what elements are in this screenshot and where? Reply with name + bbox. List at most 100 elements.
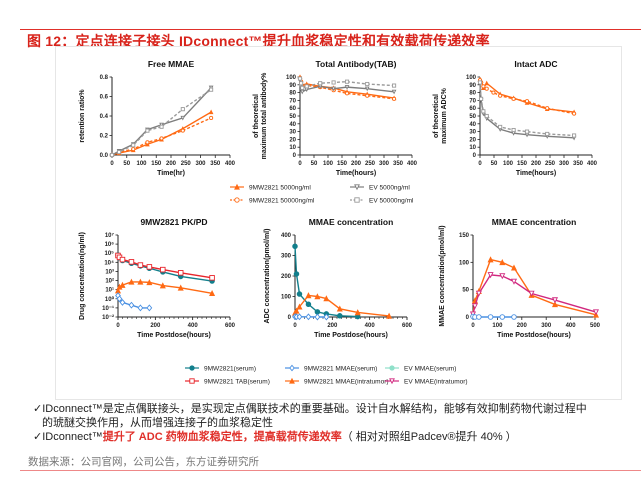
series-ev-50000ng-ml <box>477 80 577 138</box>
chart-title: 9MW2821 PK/PD <box>140 217 207 227</box>
data-point <box>391 89 397 95</box>
data-point <box>545 131 550 136</box>
legend-label: EV 5000ng/ml <box>369 185 410 192</box>
y-tick-label: 50 <box>462 288 469 294</box>
y-tick-label: 0 <box>293 153 297 159</box>
chart-mmae-concentration: MMAE concentration 0 50 100 150 0 100 200 300 400… <box>430 213 605 348</box>
x-tick-label: 200 <box>327 323 338 329</box>
legend-label: EV MMAE(serum) <box>404 366 456 373</box>
data-point <box>119 298 126 306</box>
series-line <box>479 78 575 113</box>
x-tick-label: 150 <box>337 161 348 167</box>
data-point <box>481 109 486 114</box>
series-ev-50000ng-ml <box>297 76 397 90</box>
x-tick-label: 0 <box>293 323 297 329</box>
legend-marker <box>389 365 395 371</box>
figure-frame <box>55 46 622 400</box>
data-point <box>331 80 336 85</box>
data-point <box>296 303 303 310</box>
y-tick-label: 30 <box>289 130 296 136</box>
legend-label: 9MW2821 MMAE(intratumor) <box>304 379 389 386</box>
legend-label: 9MW2821 TAB(serum) <box>204 379 270 386</box>
legend-marker <box>389 378 395 385</box>
data-point <box>323 295 330 302</box>
y-tick-label: 10⁶ <box>105 242 115 248</box>
legend-bottom: 9MW2821(serum) 9MW2821 MMAE(serum) EV MMAE… <box>185 363 505 398</box>
legend-item: 9MW2821 TAB(serum) <box>185 378 270 386</box>
x-tick-label: 300 <box>195 161 206 167</box>
data-point <box>487 272 494 279</box>
data-point <box>499 314 506 320</box>
x-tick-label: 100 <box>136 161 147 167</box>
bullet-1-cont: 的琥醚交换作用，从而增强连接子的血浆稳定性 <box>33 416 633 430</box>
data-point <box>344 79 350 84</box>
x-tick-label: 0 <box>110 161 114 167</box>
y-tick-label: 60 <box>469 106 476 112</box>
x-axis-label: Time(hours) <box>336 170 376 177</box>
data-point <box>511 96 516 101</box>
x-tick-label: 0 <box>116 323 120 329</box>
y-tick-label: 80 <box>289 91 296 97</box>
data-point <box>116 295 123 303</box>
x-tick-label: 400 <box>587 161 598 167</box>
data-point <box>146 279 153 286</box>
series-9mw2821-mmae-serum- <box>115 292 153 312</box>
y-tick-label: 80 <box>469 91 476 97</box>
x-tick-label: 300 <box>559 161 570 167</box>
data-point <box>572 133 577 138</box>
y-axis-label: of theoretical <box>253 94 260 138</box>
legend-marker <box>189 378 195 384</box>
bullet-1: ✓IDconnect™是定点偶联接头，是实现定点偶联技术的重要基础。设计自水解结… <box>33 402 633 416</box>
bullet-2-highlight: 提升了 ADC 药物血浆稳定性，提高载荷传递效率 <box>102 431 342 443</box>
data-point <box>305 292 312 299</box>
x-tick-label: 350 <box>393 161 404 167</box>
data-point <box>209 290 216 297</box>
data-point <box>484 113 489 119</box>
data-point <box>484 86 489 91</box>
y-axis-label: maximum ADC% <box>441 87 448 144</box>
data-point <box>314 309 321 315</box>
data-point <box>305 313 312 321</box>
series-9mw2821-mmae-intratumor- <box>469 256 600 318</box>
data-point <box>314 293 321 300</box>
data-point <box>128 259 135 265</box>
data-point <box>299 89 305 95</box>
x-axis-label: Time(hours) <box>516 170 556 177</box>
bullet-notes: ✓IDconnect™是定点偶联接头，是实现定点偶联技术的重要基础。设计自水解结… <box>33 402 633 444</box>
x-tick-label: 50 <box>311 161 318 167</box>
y-tick-label: 70 <box>469 98 476 104</box>
data-point <box>392 83 397 88</box>
y-tick-label: 100 <box>281 295 292 301</box>
legend-item: EV MMAE(serum) <box>385 365 456 373</box>
legend-top-svg: 9MW2821 5000ng/ml EV 5000ng/ml 9MW2821 500… <box>230 183 414 205</box>
data-point <box>180 128 185 133</box>
legend-marker <box>189 365 195 371</box>
data-point <box>146 264 153 270</box>
x-tick-label: 250 <box>181 161 192 167</box>
y-tick-label: 300 <box>281 254 292 260</box>
legend-marker <box>234 183 240 190</box>
y-tick-label: 10 <box>469 145 476 151</box>
data-point <box>551 297 559 304</box>
series-9mw2821-mmae-intratumor- <box>114 278 216 297</box>
data-point <box>331 86 336 92</box>
chart-title: Total Antibody(TAB) <box>315 59 396 69</box>
series-line <box>472 274 597 315</box>
x-tick-label: 400 <box>365 323 376 329</box>
data-point <box>180 107 185 112</box>
y-axis-label: of theoretical <box>433 94 440 138</box>
x-axis-label: Time(hr) <box>157 170 185 177</box>
chart-title: MMAE concentration <box>492 217 577 227</box>
legend-label: 9MW2821(serum) <box>204 366 256 373</box>
series-9mw2821-serum- <box>292 243 361 320</box>
x-tick-label: 200 <box>351 161 362 167</box>
data-point <box>119 256 126 263</box>
data-point <box>476 314 482 320</box>
y-tick-label: 60 <box>289 106 296 112</box>
data-point <box>499 273 506 280</box>
x-axis-label: Time Postdose(hours) <box>497 332 571 339</box>
x-tick-label: 600 <box>402 323 413 329</box>
y-tick-label: 10² <box>105 278 114 285</box>
